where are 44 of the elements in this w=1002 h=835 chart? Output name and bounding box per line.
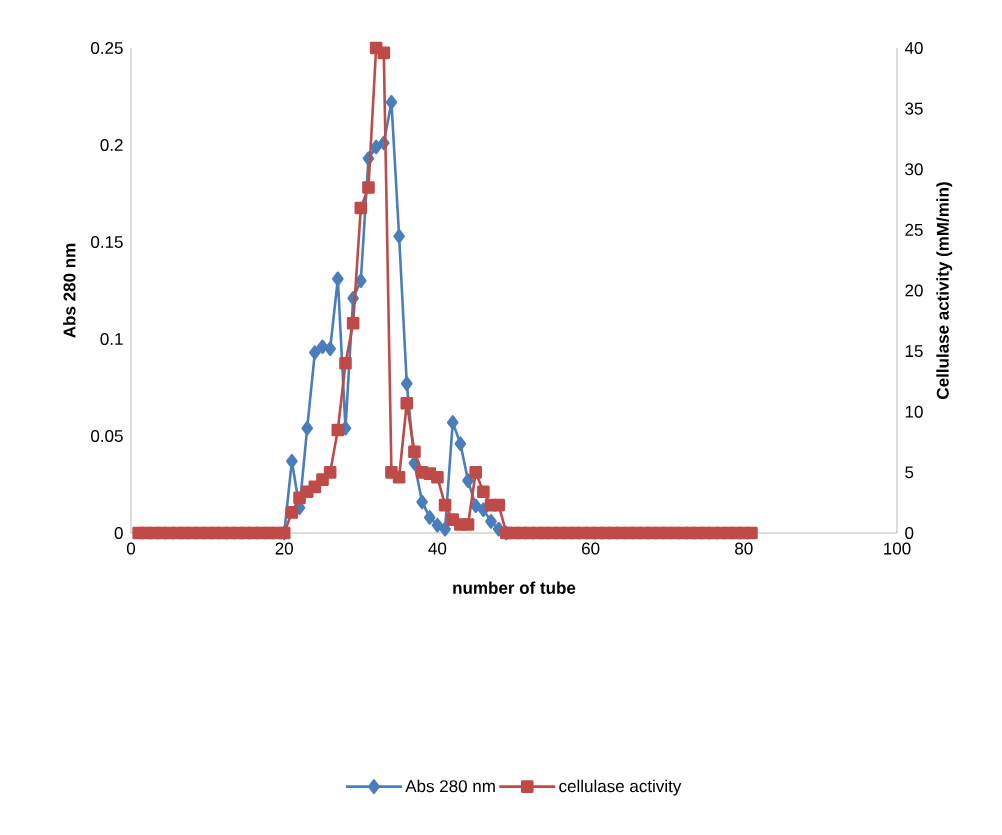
point <box>324 341 336 356</box>
y-tick-label: 0.15 <box>91 235 123 249</box>
point <box>400 376 413 391</box>
point <box>355 273 367 289</box>
y-tick-label: 0.1 <box>100 332 123 346</box>
x-tick-label: 0 <box>126 542 136 555</box>
point <box>431 517 444 533</box>
y-tick-label: 0.25 <box>91 41 123 55</box>
point <box>454 436 467 452</box>
point <box>423 510 436 525</box>
x-tick-label: 80 <box>735 542 753 555</box>
point <box>301 420 313 436</box>
y2-tick-label: 25 <box>905 223 923 236</box>
y-tick-label: 0.2 <box>100 138 123 152</box>
x-tick-label: 40 <box>428 542 447 555</box>
point <box>416 494 428 510</box>
point <box>439 521 451 537</box>
y2-tick-label: 40 <box>904 41 923 55</box>
legend-label: Abs 280 nm <box>405 779 495 793</box>
point <box>462 473 474 488</box>
point <box>385 95 398 110</box>
y2-tick-label: 35 <box>905 102 923 115</box>
x-tick-label: 60 <box>582 542 600 555</box>
y2-tick-label: 15 <box>905 345 923 358</box>
y2-tick-label: 20 <box>905 284 923 297</box>
y-tick-label: 0.05 <box>91 429 123 443</box>
x-tick-label: 20 <box>275 542 293 555</box>
point <box>286 453 298 469</box>
y2-tick-label: 30 <box>905 163 923 176</box>
x-tick-label: 100 <box>884 542 911 555</box>
y-axis-title: Abs 280 nm <box>63 243 76 338</box>
point <box>309 345 321 360</box>
point <box>316 339 329 355</box>
point <box>485 514 497 529</box>
point <box>332 271 344 287</box>
y2-tick-label: 5 <box>905 466 914 479</box>
y2-axis-title: Cellulase activity (mM/min) <box>936 182 953 399</box>
point <box>446 415 459 430</box>
y-tick-label: 0 <box>114 526 123 540</box>
point <box>393 228 405 244</box>
legend-label: cellulase activity <box>559 779 682 796</box>
y2-tick-label: 0 <box>905 526 914 540</box>
x-axis-title: number of tube <box>453 581 576 594</box>
y2-tick-label: 10 <box>905 405 923 418</box>
